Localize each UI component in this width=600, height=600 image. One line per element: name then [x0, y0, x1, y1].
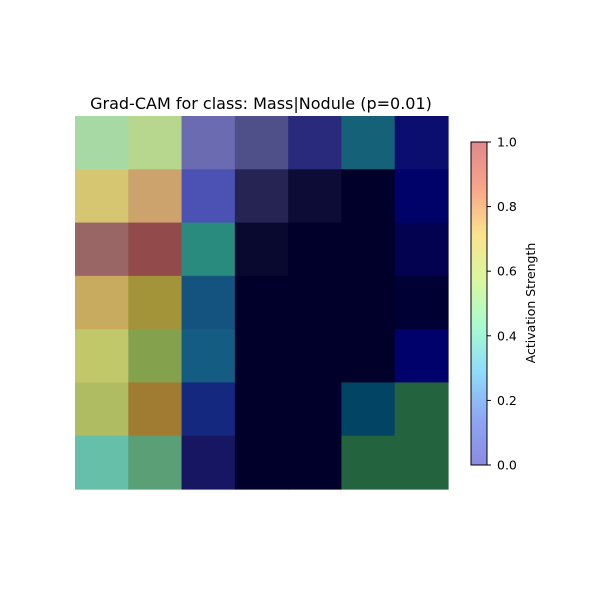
- heatmap-cell: [128, 382, 183, 437]
- heatmap-cell: [181, 116, 236, 170]
- colorbar-tick-label: 1.0: [497, 135, 517, 150]
- heatmap-cell: [234, 275, 289, 330]
- heatmap-cell: [394, 169, 449, 224]
- heatmap-cell: [288, 222, 343, 277]
- heatmap-cell: [288, 116, 343, 170]
- colorbar-ticks: 0.0 0.2 0.4 0.6 0.8 1.0: [487, 135, 517, 473]
- heatmap-cell: [341, 435, 396, 490]
- heatmap-cell: [181, 169, 236, 224]
- heatmap-cell: [181, 435, 236, 490]
- heatmap-cell: [75, 116, 129, 170]
- heatmap-cell: [128, 435, 183, 490]
- heatmap-cell: [234, 435, 289, 490]
- colorbar-tick-label: 0.4: [497, 328, 517, 343]
- heatmap-cell: [128, 329, 183, 384]
- heatmap-cell: [341, 116, 396, 170]
- heatmap-cell: [181, 382, 236, 437]
- heatmap-cell: [234, 329, 289, 384]
- heatmap-cell: [394, 435, 449, 490]
- heatmap-cell: [341, 382, 396, 437]
- heatmap-cell: [394, 382, 449, 437]
- colorbar: [470, 141, 488, 466]
- heatmap-cell: [128, 222, 183, 277]
- heatmap-cell: [394, 116, 449, 170]
- heatmap-cell: [75, 382, 129, 437]
- heatmap-cell: [288, 435, 343, 490]
- heatmap-cell: [288, 169, 343, 224]
- colorbar-tick-label: 0.8: [497, 199, 517, 214]
- heatmap-cell: [288, 275, 343, 330]
- heatmap-cell: [75, 435, 129, 490]
- colorbar-tick-label: 0.6: [497, 264, 517, 279]
- colorbar-tick-label: 0.2: [497, 393, 517, 408]
- heatmap-cell: [75, 329, 129, 384]
- heatmap-cell: [75, 169, 129, 224]
- heatmap-cell: [234, 382, 289, 437]
- heatmap-cell: [128, 116, 183, 170]
- heatmap-cell: [394, 275, 449, 330]
- heatmap-cell: [341, 329, 396, 384]
- heatmap-cell: [128, 169, 183, 224]
- colorbar-label: Activation Strength: [523, 243, 538, 364]
- heatmap-cell: [234, 116, 289, 170]
- heatmap-cell: [234, 169, 289, 224]
- heatmap-cell: [394, 329, 449, 384]
- heatmap-cell: [341, 275, 396, 330]
- heatmap-cell: [75, 222, 129, 277]
- heatmap-grid: [75, 116, 449, 490]
- heatmap-cell: [288, 382, 343, 437]
- heatmap-cell: [181, 275, 236, 330]
- heatmap-cell: [394, 222, 449, 277]
- heatmap-cell: [128, 275, 183, 330]
- chart-title: Grad-CAM for class: Mass|Nodule (p=0.01): [90, 94, 432, 113]
- heatmap-cell: [181, 329, 236, 384]
- heatmap-cell: [341, 169, 396, 224]
- heatmap-cell: [181, 222, 236, 277]
- heatmap-cell: [75, 275, 129, 330]
- heatmap-cell: [288, 329, 343, 384]
- colorbar-tick-label: 0.0: [497, 458, 517, 473]
- heatmap-cell: [234, 222, 289, 277]
- heatmap-cell: [341, 222, 396, 277]
